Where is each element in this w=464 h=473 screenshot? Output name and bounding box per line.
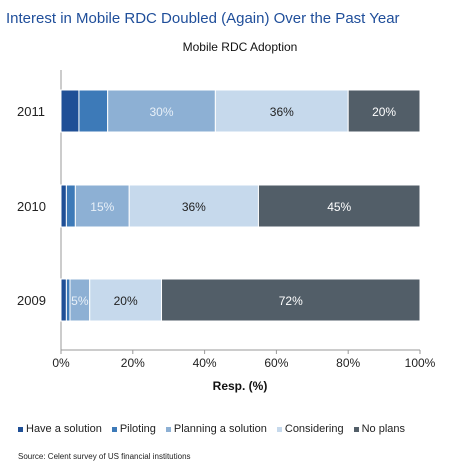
bar-segment-piloting-2011 <box>78 89 109 133</box>
data-label-no_plans-2011: 20% <box>372 105 396 119</box>
legend-swatch-piloting <box>111 426 117 432</box>
legend-label-no_plans: No plans <box>361 423 405 435</box>
bar-segment-considering-2009 <box>89 278 163 322</box>
data-label-planning_a_solution-2009: 5% <box>71 294 89 308</box>
bar-segment-have_a_solution-2009 <box>60 278 67 322</box>
legend-item-have_a_solution: Have a solution <box>18 423 102 435</box>
bar-segment-no_plans-2009 <box>161 278 421 322</box>
data-label-considering-2009: 20% <box>114 294 138 308</box>
chart-title: Mobile RDC Adoption <box>183 40 298 54</box>
data-label-no_plans-2009: 72% <box>279 294 303 308</box>
legend-swatch-considering <box>276 426 282 432</box>
x-tick-label: 100% <box>405 356 436 370</box>
x-tick-label: 20% <box>121 356 145 370</box>
data-label-planning_a_solution-2011: 30% <box>150 105 174 119</box>
bar-segment-have_a_solution-2011 <box>60 89 80 133</box>
legend-label-considering: Considering <box>284 423 344 435</box>
legend-item-considering: Considering <box>276 423 344 435</box>
legend-label-planning_a_solution: Planning a solution <box>173 423 267 435</box>
data-label-considering-2011: 36% <box>270 105 294 119</box>
x-axis-title: Resp. (%) <box>213 379 268 393</box>
x-tick-label: 60% <box>264 356 288 370</box>
category-label-2009: 2009 <box>17 293 46 308</box>
legend-swatch-have_a_solution <box>18 426 23 432</box>
bar-segment-piloting-2009 <box>65 278 71 322</box>
bar-segment-piloting-2010 <box>65 184 76 228</box>
source-note: Source: Celent survey of US financial in… <box>18 452 191 461</box>
data-label-considering-2010: 36% <box>182 200 206 214</box>
x-tick-label: 80% <box>336 356 360 370</box>
stacked-bar-chart: Mobile RDC Adoption 0% 20% 40% 60% 80% 100% Res… <box>17 40 436 393</box>
data-label-planning_a_solution-2010: 15% <box>90 200 114 214</box>
legend-swatch-no_plans <box>353 426 359 432</box>
legend-label-piloting: Piloting <box>119 423 156 435</box>
legend-label-have_a_solution: Have a solution <box>26 423 102 435</box>
bar-segment-planning_a_solution-2010 <box>74 184 130 228</box>
legend-item-no_plans: No plans <box>353 423 405 435</box>
category-label-2011: 2011 <box>17 104 45 119</box>
bar-segment-planning_a_solution-2011 <box>107 89 216 133</box>
legend-swatch-planning_a_solution <box>165 426 171 432</box>
legend-item-planning_a_solution: Planning a solution <box>165 423 267 435</box>
data-label-no_plans-2010: 45% <box>327 200 351 214</box>
bar-segment-have_a_solution-2010 <box>60 184 67 228</box>
bar-segment-no_plans-2011 <box>347 89 421 133</box>
category-label-2010: 2010 <box>17 199 46 214</box>
x-tick-label: 40% <box>193 356 217 370</box>
x-tick-label: 0% <box>52 356 70 370</box>
page-headline: Interest in Mobile RDC Doubled (Again) O… <box>6 10 400 27</box>
bar-segment-no_plans-2010 <box>257 184 421 228</box>
legend-item-piloting: Piloting <box>111 423 156 435</box>
chart-legend: Have a solution Piloting Planning a soluti… <box>18 423 458 435</box>
